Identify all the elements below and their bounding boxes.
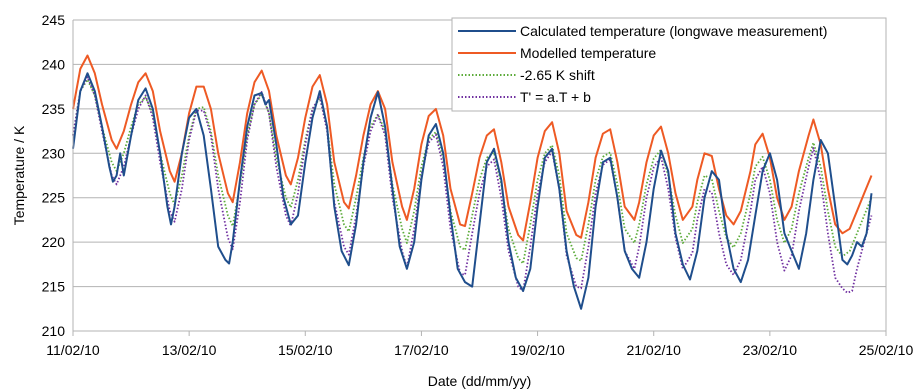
y-tick-240: 240 <box>42 56 66 72</box>
legend-label-3: T' = a.T + b <box>520 89 591 105</box>
y-tick-220: 220 <box>42 234 66 250</box>
x-tick-5: 21/02/10 <box>626 342 681 358</box>
series-line-0 <box>72 72 873 310</box>
x-tick-7: 25/02/10 <box>859 342 914 358</box>
y-tick-245: 245 <box>42 12 66 28</box>
y-tick-labels: 210 215 220 225 230 235 240 245 <box>42 12 66 339</box>
series-line-1 <box>72 54 873 242</box>
y-tick-230: 230 <box>42 145 66 161</box>
legend-label-0: Calculated temperature (longwave measure… <box>520 23 827 39</box>
legend: Calculated temperature (longwave measure… <box>451 17 887 112</box>
series-lines <box>72 54 873 310</box>
legend-box <box>451 17 887 112</box>
x-tick-2: 15/02/10 <box>278 342 333 358</box>
x-tick-6: 23/02/10 <box>743 342 798 358</box>
x-tick-3: 17/02/10 <box>394 342 449 358</box>
x-tick-labels: 11/02/10 13/02/10 15/02/10 17/02/10 19/02/10… <box>46 342 913 358</box>
y-tick-235: 235 <box>42 101 66 117</box>
x-axis-title: Date (dd/mm/yy) <box>428 373 531 389</box>
series-line-3 <box>72 76 873 294</box>
legend-label-2: -2.65 K shift <box>520 67 595 83</box>
y-axis-title: Temperature / K <box>11 125 27 225</box>
x-tick-0: 11/02/10 <box>46 342 100 358</box>
y-tick-225: 225 <box>42 190 66 206</box>
y-tick-210: 210 <box>42 323 66 339</box>
y-tick-215: 215 <box>42 279 66 295</box>
legend-label-1: Modelled temperature <box>520 45 656 61</box>
x-tick-4: 19/02/10 <box>510 342 565 358</box>
x-tick-1: 13/02/10 <box>162 342 217 358</box>
